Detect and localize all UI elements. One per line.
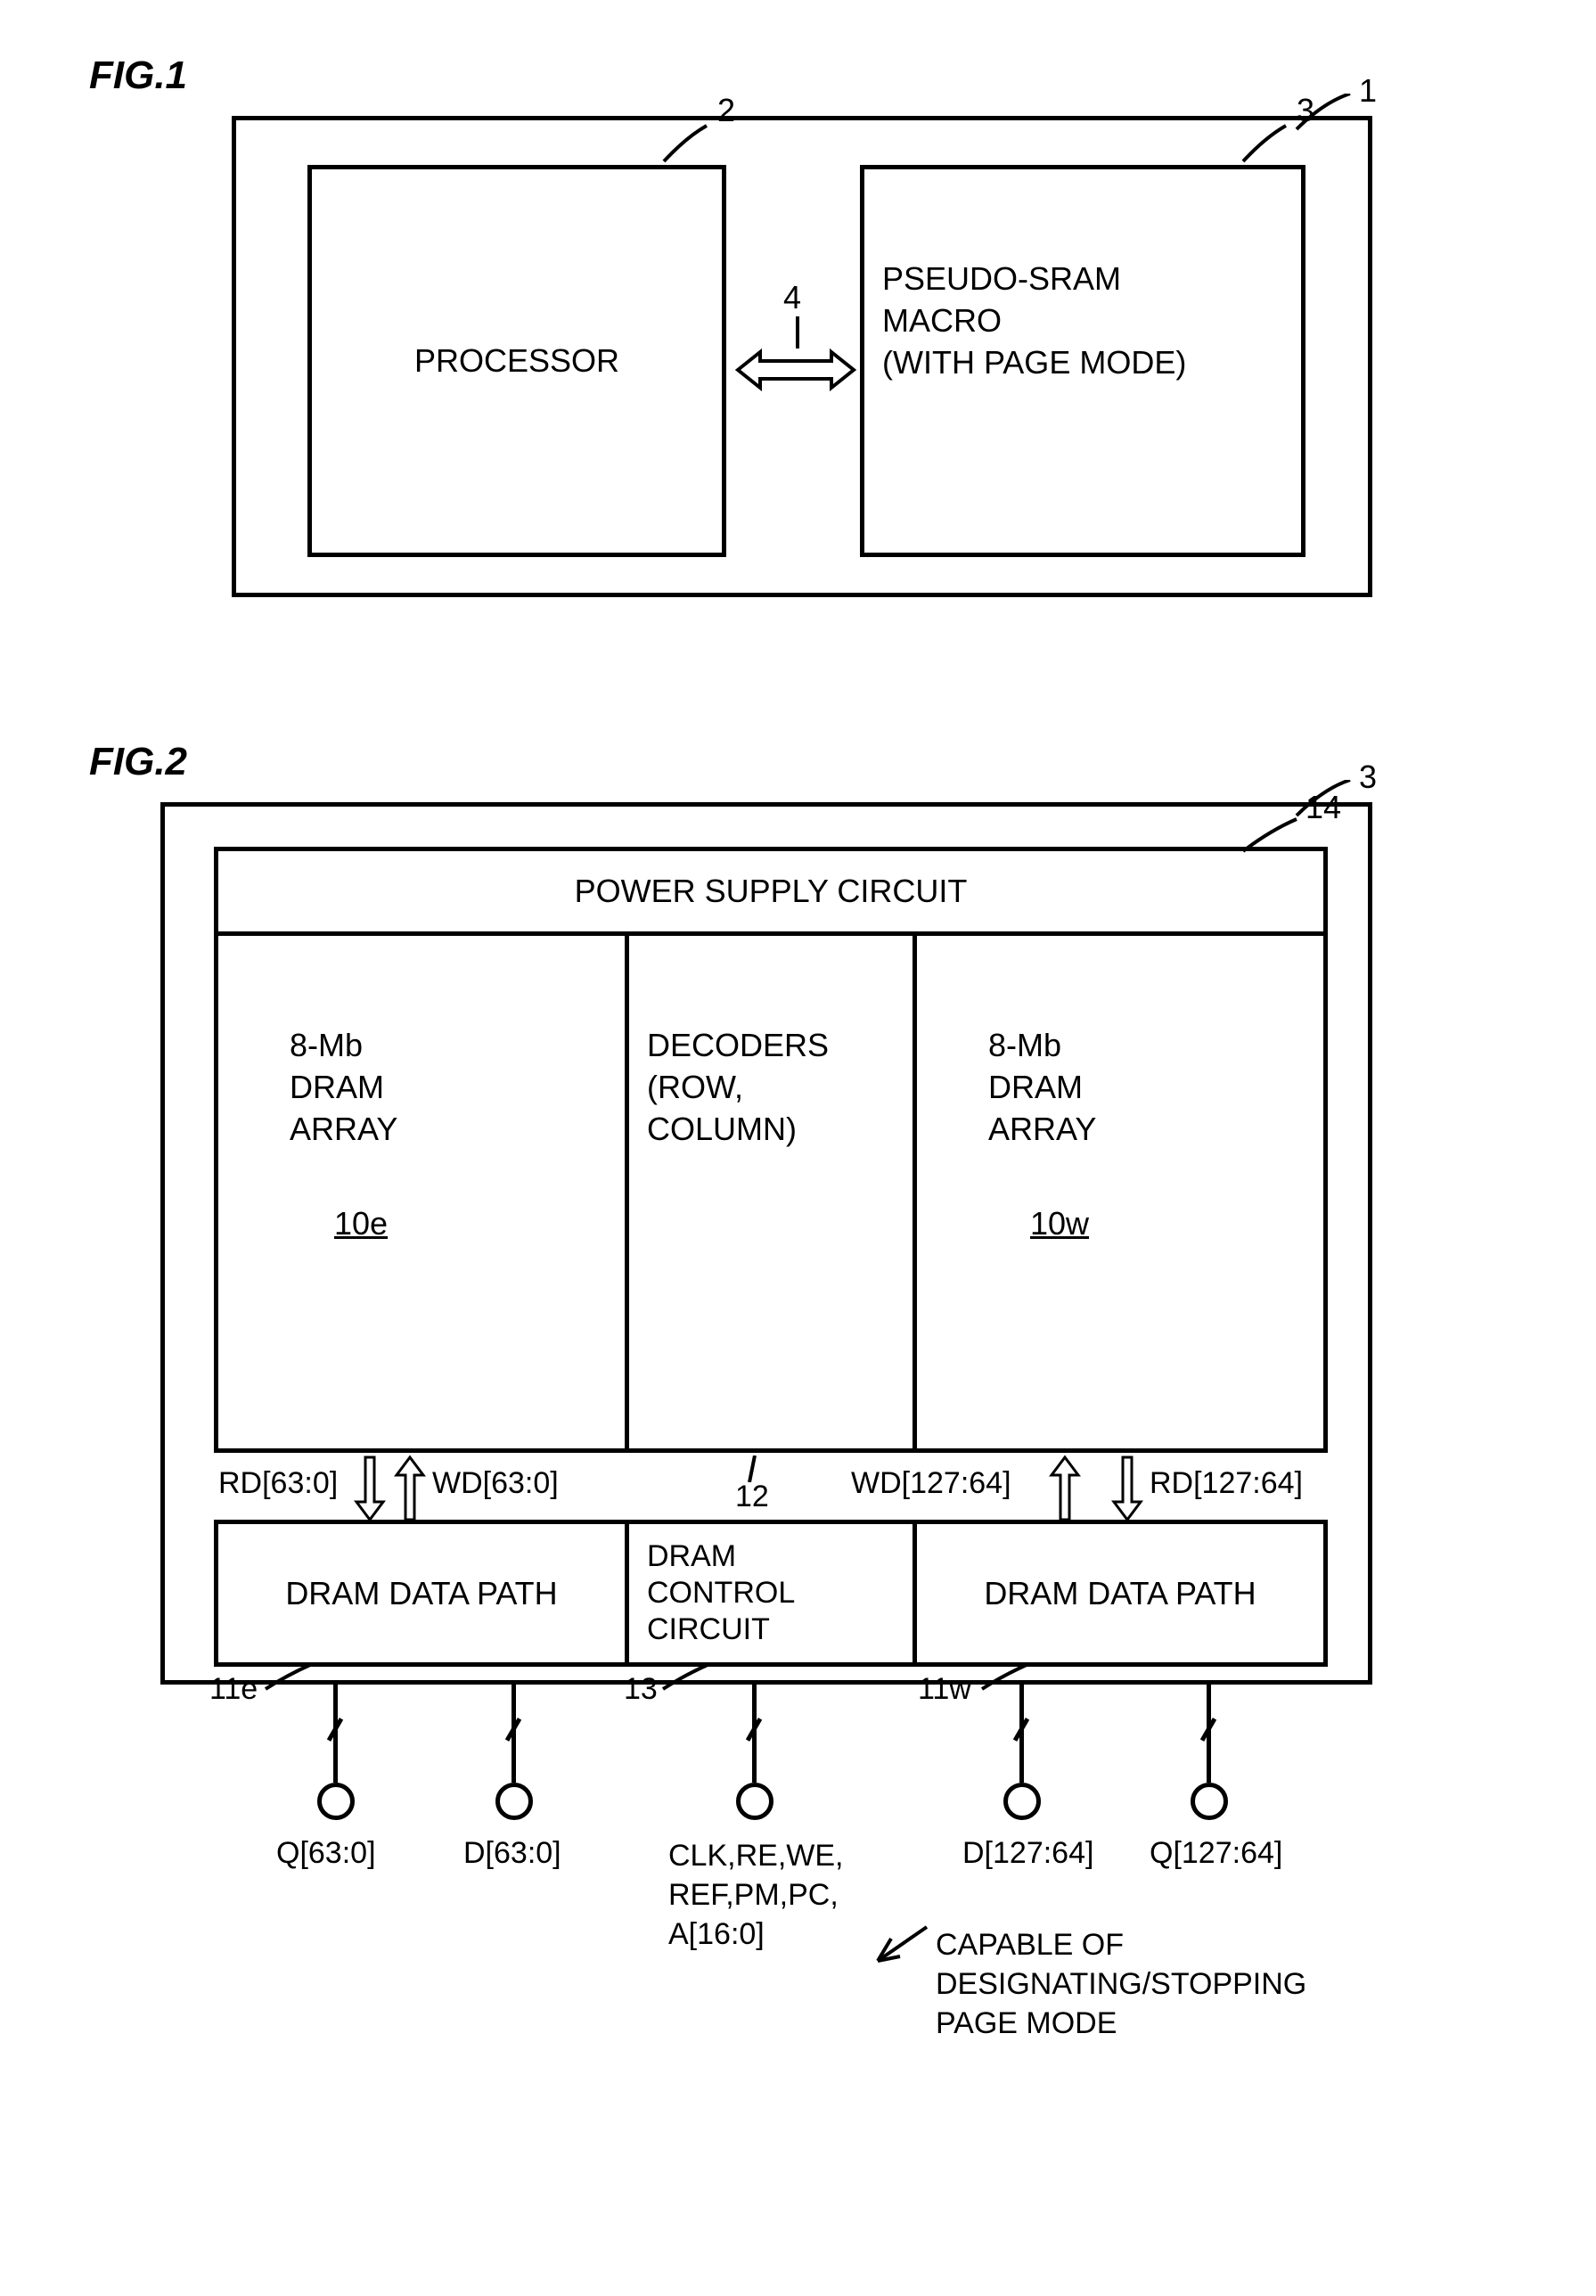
pin3-l3: A[16:0] [668,1915,843,1954]
ref-10e: 10e [290,1203,432,1245]
processor-label: PROCESSOR [414,342,619,380]
bot-right-label: DRAM DATA PATH [984,1575,1256,1612]
data-path-left: DRAM DATA PATH [218,1524,625,1662]
ref-4: 4 [783,279,801,316]
left-l3: ARRAY [290,1109,589,1151]
fig2-inner-box: POWER SUPPLY CIRCUIT 8-Mb DRAM ARRAY 10e… [214,847,1328,1453]
bus-arrow-icon [733,343,858,397]
ref-2: 2 [717,92,735,129]
ref-3: 3 [1297,92,1314,129]
left-l2: DRAM [290,1067,589,1109]
pin3-l1: CLK,RE,WE, [668,1836,843,1875]
pin-circle-icon [317,1783,355,1820]
mem-l3: (WITH PAGE MODE) [882,342,1283,384]
fig2-title: FIG.2 [89,740,1560,784]
power-label: POWER SUPPLY CIRCUIT [575,873,968,910]
pin-circle-icon [495,1783,533,1820]
figure-2: FIG.2 3 14 POWER SUPPLY CIRCUIT 8-Mb DRA… [36,740,1560,2050]
left-array: 8-Mb DRAM ARRAY 10e [218,936,625,1453]
mid-l1: DECODERS [647,1025,895,1067]
memory-box: PSEUDO-SRAM MACRO (WITH PAGE MODE) [860,165,1305,557]
right-l2: DRAM [988,1067,1288,1109]
ref-14: 14 [1305,789,1341,826]
right-l3: ARRAY [988,1109,1288,1151]
rd-left: RD[63:0] [218,1466,338,1501]
bot-left-label: DRAM DATA PATH [285,1575,557,1612]
left-l1: 8-Mb [290,1025,589,1067]
processor-box: PROCESSOR [307,165,726,557]
bmid-l2: CONTROL [647,1575,913,1611]
ref-3b: 3 [1359,758,1377,796]
down-arrow-icon [352,1453,388,1524]
figure-1: FIG.1 1 2 3 PROCESSOR 4 PSEUDO-SRAM MACR… [36,53,1560,597]
bmid-l1: DRAM [647,1538,913,1575]
ref-12: 12 [735,1480,769,1514]
dram-control: DRAM CONTROL CIRCUIT [625,1524,917,1662]
note-l1: CAPABLE OF [936,1925,1306,1964]
down-arrow-icon [1109,1453,1145,1524]
bottom-row: DRAM DATA PATH DRAM CONTROL CIRCUIT DRAM… [214,1520,1328,1667]
fig1-title: FIG.1 [89,53,1560,98]
pin-circle-icon [1003,1783,1041,1820]
bmid-l3: CIRCUIT [647,1611,913,1648]
mem-l1: PSEUDO-SRAM [882,258,1283,300]
wd-left: WD[63:0] [432,1466,559,1501]
right-l1: 8-Mb [988,1025,1288,1067]
pin4-label: D[127:64] [962,1836,1093,1871]
pin-circle-icon [736,1783,773,1820]
ref-11e: 11e [209,1672,258,1707]
note-l3: PAGE MODE [936,2004,1306,2043]
note-l2: DESIGNATING/STOPPING [936,1964,1306,2004]
wd-right: WD[127:64] [851,1466,1011,1501]
power-supply-row: POWER SUPPLY CIRCUIT [218,851,1323,936]
mid-l3: COLUMN) [647,1109,895,1151]
ref-13: 13 [624,1672,658,1707]
up-arrow-icon [392,1453,428,1524]
mem-l2: MACRO [882,300,1283,342]
ref-1: 1 [1359,72,1377,110]
fig2-outer-box: 3 14 POWER SUPPLY CIRCUIT 8-Mb DRAM ARRA… [160,802,1372,1685]
pin3-l2: REF,PM,PC, [668,1875,843,1915]
pin1-label: Q[63:0] [276,1836,376,1871]
up-arrow-icon [1047,1453,1083,1524]
fig1-outer-box: 1 2 3 PROCESSOR 4 PSEUDO-SRAM MACRO (WIT… [232,116,1372,597]
pin5-label: Q[127:64] [1150,1836,1282,1871]
pin-circle-icon [1191,1783,1228,1820]
mid-l2: (ROW, [647,1067,895,1109]
right-array: 8-Mb DRAM ARRAY 10w [917,936,1323,1453]
ref-11w: 11w [918,1672,971,1707]
pin2-label: D[63:0] [463,1836,561,1871]
data-path-right: DRAM DATA PATH [917,1524,1323,1662]
ref-10w: 10w [988,1203,1131,1245]
rd-right: RD[127:64] [1150,1466,1303,1501]
decoders-col: DECODERS (ROW, COLUMN) [625,936,917,1453]
